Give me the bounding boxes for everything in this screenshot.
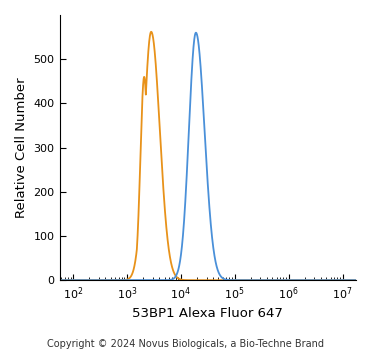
- Text: Copyright © 2024 Novus Biologicals, a Bio-Techne Brand: Copyright © 2024 Novus Biologicals, a Bi…: [47, 339, 324, 349]
- Y-axis label: Relative Cell Number: Relative Cell Number: [15, 77, 28, 218]
- X-axis label: 53BP1 Alexa Fluor 647: 53BP1 Alexa Fluor 647: [132, 307, 283, 320]
